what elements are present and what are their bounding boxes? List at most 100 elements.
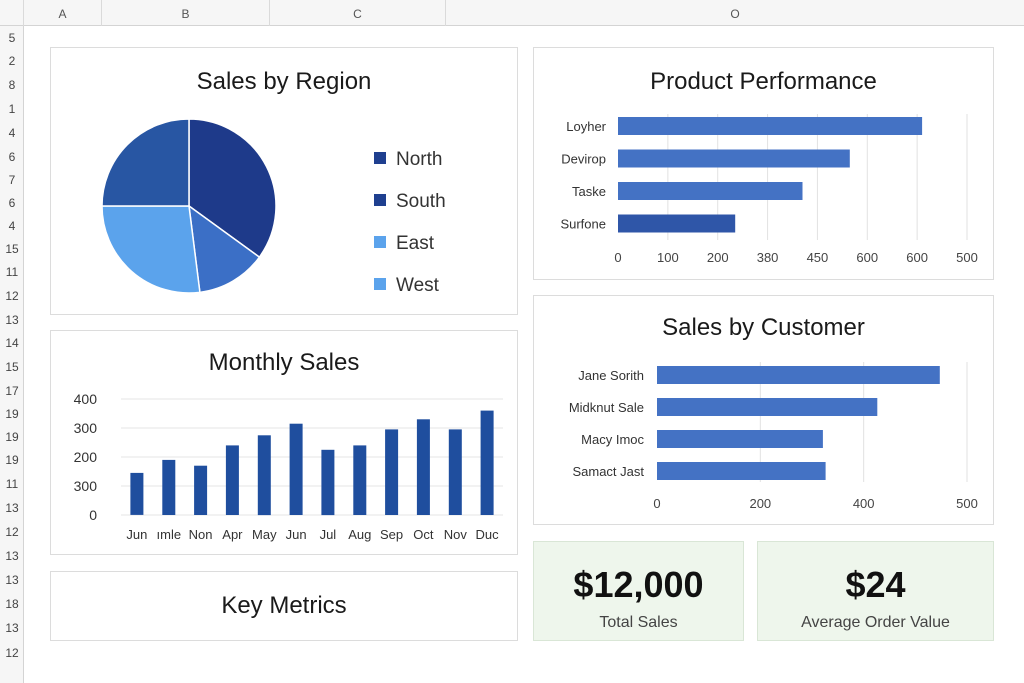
x-tick-label: 200: [749, 496, 771, 511]
row-header[interactable]: 12: [5, 646, 19, 660]
y-tick-label: 0: [89, 507, 97, 523]
row-header[interactable]: 19: [5, 453, 19, 467]
x-tick-label: Oct: [413, 527, 434, 542]
product-performance-title: Product Performance: [650, 68, 877, 95]
row-header[interactable]: 19: [5, 407, 19, 421]
product-performance-chart[interactable]: 0 100 200 380 450 600 600 500 Loyher Devirop Taske…: [534, 48, 993, 279]
x-tick-label: 500: [956, 496, 978, 511]
row-header-bar: 5 2 8 1 4 6 7 6 4 15 11 12 13 14 15 17 1…: [0, 26, 24, 683]
y-tick-label: 300: [74, 420, 98, 436]
product-performance-card[interactable]: Product Performance 0 100 200 380 450 600 600 5…: [533, 47, 994, 280]
bar: [657, 366, 940, 384]
row-header[interactable]: 13: [5, 549, 19, 563]
total-sales-value: $12,000: [573, 564, 704, 605]
legend-label-south: South: [396, 191, 446, 212]
column-header-b[interactable]: B: [102, 0, 270, 26]
sales-by-customer-card[interactable]: Sales by Customer 0 200 400 500 Jane Sorith M…: [533, 295, 994, 525]
row-header[interactable]: 13: [5, 501, 19, 515]
legend-label-north: North: [396, 149, 442, 170]
row-header[interactable]: 11: [5, 265, 19, 279]
row-header[interactable]: 17: [5, 384, 19, 398]
column-header-c[interactable]: C: [270, 0, 446, 26]
x-tick-label: Jul: [320, 527, 337, 542]
average-order-value-value: $24: [845, 564, 906, 605]
x-tick-label: 200: [707, 250, 729, 265]
row-header[interactable]: 11: [5, 477, 19, 491]
row-header[interactable]: 13: [5, 313, 19, 327]
category-label: Devirop: [561, 152, 606, 167]
sales-by-region-title: Sales by Region: [196, 68, 372, 95]
row-header[interactable]: 1: [8, 102, 16, 116]
row-header[interactable]: 12: [5, 289, 19, 303]
monthly-sales-card[interactable]: Monthly Sales 400 300 200 300 0 Jun ımle Non Apr…: [50, 330, 518, 555]
x-tick-label: 500: [956, 250, 978, 265]
sales-by-region-chart[interactable]: North South East West: [51, 48, 517, 314]
row-header[interactable]: 18: [5, 597, 19, 611]
x-tick-label: Nov: [444, 527, 468, 542]
category-label: Macy Imoc: [581, 432, 644, 447]
monthly-sales-title: Monthly Sales: [208, 349, 360, 376]
x-tick-label: 450: [807, 250, 829, 265]
row-header[interactable]: 4: [8, 219, 16, 233]
x-tick-label: Apr: [222, 527, 243, 542]
row-header[interactable]: 2: [8, 54, 16, 68]
row-header[interactable]: 13: [5, 573, 19, 587]
row-header[interactable]: 6: [8, 150, 16, 164]
row-header[interactable]: 6: [8, 196, 16, 210]
sales-by-customer-title: Sales by Customer: [662, 314, 865, 341]
bar: [618, 117, 923, 135]
bar: [480, 410, 494, 515]
row-header[interactable]: 15: [5, 360, 19, 374]
average-order-value-card[interactable]: $24 Average Order Value: [757, 541, 994, 641]
legend-swatch-north: [374, 152, 386, 164]
legend-swatch-east: [374, 236, 386, 248]
sales-by-region-card[interactable]: Sales by Region North South East West: [50, 47, 518, 315]
x-tick-label: 600: [906, 250, 928, 265]
x-tick-label: 100: [657, 250, 679, 265]
bar: [618, 149, 850, 168]
x-tick-label: 380: [757, 250, 779, 265]
row-header[interactable]: 14: [5, 336, 19, 350]
category-label: Surfone: [560, 217, 606, 232]
key-metrics-card[interactable]: Key Metrics: [50, 571, 518, 641]
select-all-corner[interactable]: [0, 0, 24, 26]
x-tick-label: ımle: [157, 527, 182, 542]
column-header-o[interactable]: O: [730, 7, 740, 21]
y-tick-label: 400: [74, 391, 98, 407]
row-header[interactable]: 7: [8, 173, 16, 187]
bar: [657, 462, 826, 480]
bar: [257, 435, 271, 516]
bar: [321, 449, 335, 516]
category-label: Midknut Sale: [569, 400, 644, 415]
legend-swatch-south: [374, 194, 386, 206]
row-header[interactable]: 4: [8, 126, 16, 140]
category-label: Jane Sorith: [578, 368, 644, 383]
bar: [162, 459, 176, 515]
column-header-a[interactable]: A: [24, 0, 102, 26]
sales-by-customer-chart[interactable]: 0 200 400 500 Jane Sorith Midknut Sale Macy Im…: [534, 296, 993, 524]
bar: [130, 472, 144, 515]
pie-slice-north: [188, 118, 277, 259]
row-header[interactable]: 5: [8, 31, 16, 45]
total-sales-card[interactable]: $12,000 Total Sales: [533, 541, 744, 641]
bar: [225, 445, 239, 515]
pie-slice-east: [101, 205, 201, 294]
legend-label-west: West: [396, 275, 440, 296]
x-tick-label: Jun: [126, 527, 147, 542]
y-tick-label: 200: [74, 449, 98, 465]
key-metrics-title: Key Metrics: [221, 592, 347, 619]
x-tick-label: 0: [653, 496, 660, 511]
row-header[interactable]: 8: [8, 78, 16, 92]
x-tick-label: Jun: [286, 527, 307, 542]
bar: [448, 429, 462, 515]
x-tick-label: Non: [189, 527, 213, 542]
row-header[interactable]: 13: [5, 621, 19, 635]
x-tick-label: Aug: [348, 527, 371, 542]
average-order-value-label: Average Order Value: [801, 614, 950, 631]
category-label: Loyher: [566, 119, 606, 134]
row-header[interactable]: 12: [5, 525, 19, 539]
legend-swatch-west: [374, 278, 386, 290]
row-header[interactable]: 15: [5, 242, 19, 256]
row-header[interactable]: 19: [5, 430, 19, 444]
